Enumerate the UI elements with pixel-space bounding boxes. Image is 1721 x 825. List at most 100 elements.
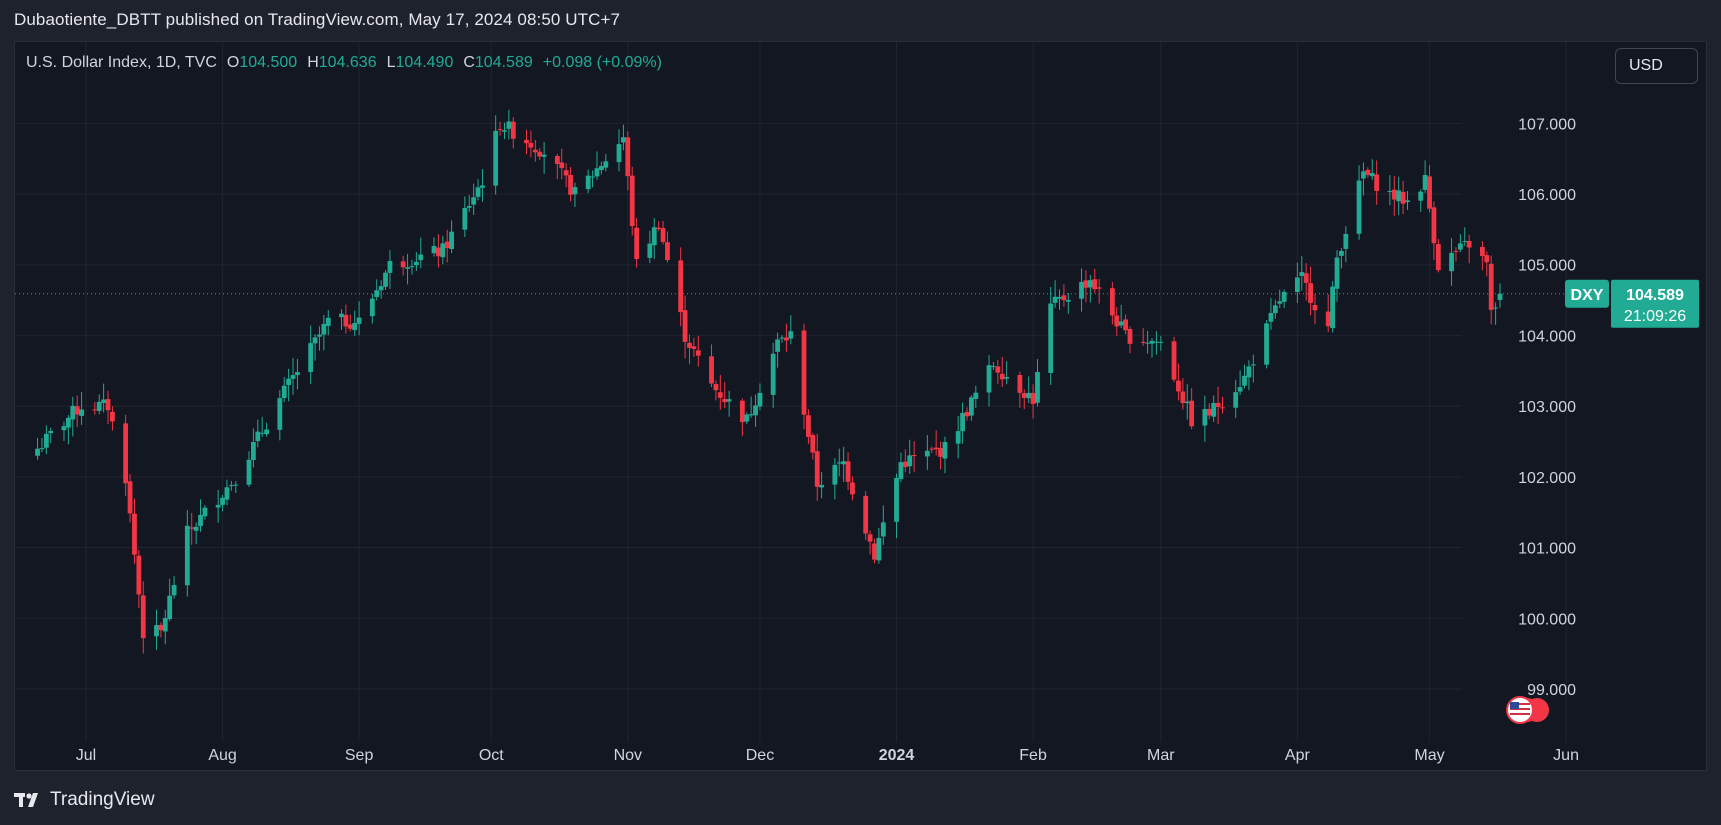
candle[interactable] xyxy=(189,512,195,545)
candle[interactable] xyxy=(744,412,750,424)
candle[interactable] xyxy=(35,437,40,460)
candle[interactable] xyxy=(198,499,203,532)
candle[interactable] xyxy=(969,395,974,421)
candle[interactable] xyxy=(79,392,84,425)
candle[interactable] xyxy=(70,396,76,437)
candle[interactable] xyxy=(110,406,115,431)
candle[interactable] xyxy=(1449,238,1454,286)
candle[interactable] xyxy=(1109,282,1115,325)
candle[interactable] xyxy=(233,481,239,494)
candle[interactable] xyxy=(405,253,410,285)
candle[interactable] xyxy=(986,355,992,407)
candle[interactable] xyxy=(814,433,820,501)
candle[interactable] xyxy=(1140,328,1146,346)
candle[interactable] xyxy=(158,622,164,638)
candle[interactable] xyxy=(1145,330,1151,354)
candle[interactable] xyxy=(1017,371,1023,408)
candle[interactable] xyxy=(39,438,45,453)
candle[interactable] xyxy=(1154,331,1159,355)
candle[interactable] xyxy=(1220,396,1225,414)
candle[interactable] xyxy=(942,436,948,474)
candle[interactable] xyxy=(1127,326,1133,354)
candle[interactable] xyxy=(1237,370,1243,396)
candle[interactable] xyxy=(1087,275,1093,303)
candle[interactable] xyxy=(1418,189,1424,212)
candle[interactable] xyxy=(1435,238,1441,273)
candle[interactable] xyxy=(277,390,283,441)
candle[interactable] xyxy=(43,425,49,455)
candle[interactable] xyxy=(629,166,635,236)
candle[interactable] xyxy=(1171,336,1177,383)
candle[interactable] xyxy=(1299,256,1305,291)
candle[interactable] xyxy=(656,221,662,232)
candle[interactable] xyxy=(999,356,1005,387)
candle[interactable] xyxy=(1065,293,1071,314)
candle[interactable] xyxy=(528,130,534,158)
candle[interactable] xyxy=(757,383,763,411)
candle[interactable] xyxy=(1092,268,1098,293)
candle[interactable] xyxy=(836,448,842,477)
currency-button[interactable]: USD xyxy=(1615,48,1698,84)
candle[interactable] xyxy=(806,409,811,444)
candle[interactable] xyxy=(418,237,424,269)
candle[interactable] xyxy=(1176,363,1181,401)
candle[interactable] xyxy=(444,229,450,263)
candle[interactable] xyxy=(1365,167,1371,178)
candle[interactable] xyxy=(563,163,569,188)
candle[interactable] xyxy=(1180,378,1186,410)
candle[interactable] xyxy=(1396,176,1402,215)
candle[interactable] xyxy=(466,195,472,212)
candle[interactable] xyxy=(352,310,358,336)
candle[interactable] xyxy=(502,122,507,140)
candle[interactable] xyxy=(290,357,296,395)
candle[interactable] xyxy=(184,510,190,597)
candle[interactable] xyxy=(1004,361,1010,385)
candle[interactable] xyxy=(140,581,146,654)
candle[interactable] xyxy=(779,335,785,343)
candle[interactable] xyxy=(1391,176,1397,216)
candle[interactable] xyxy=(1369,159,1375,180)
candle[interactable] xyxy=(783,323,789,352)
candle[interactable] xyxy=(480,168,485,202)
price-tag[interactable] xyxy=(1611,279,1699,328)
candle[interactable] xyxy=(1374,160,1380,205)
candle[interactable] xyxy=(788,315,794,345)
candle[interactable] xyxy=(286,368,292,402)
candle[interactable] xyxy=(1118,304,1124,329)
candle[interactable] xyxy=(572,182,578,208)
candle[interactable] xyxy=(1189,388,1195,430)
candle[interactable] xyxy=(1211,395,1217,422)
candle[interactable] xyxy=(215,489,221,523)
candle[interactable] xyxy=(1330,281,1336,333)
candle[interactable] xyxy=(894,473,899,539)
candle[interactable] xyxy=(92,402,98,415)
candle[interactable] xyxy=(995,360,1001,384)
candle[interactable] xyxy=(325,309,331,336)
candle[interactable] xyxy=(1021,389,1027,410)
candle[interactable] xyxy=(880,505,886,545)
candle[interactable] xyxy=(1497,283,1503,308)
candle[interactable] xyxy=(1114,306,1120,336)
candle[interactable] xyxy=(924,435,930,470)
candle[interactable] xyxy=(127,474,133,523)
candle[interactable] xyxy=(801,323,807,430)
candle[interactable] xyxy=(537,148,543,160)
candle[interactable] xyxy=(1242,364,1247,389)
candle[interactable] xyxy=(524,129,529,155)
candle[interactable] xyxy=(1057,289,1062,310)
candle[interactable] xyxy=(933,430,939,456)
candle[interactable] xyxy=(136,549,142,609)
candle[interactable] xyxy=(343,304,349,334)
candle[interactable] xyxy=(308,325,314,384)
candle[interactable] xyxy=(1457,234,1463,253)
candle[interactable] xyxy=(1184,384,1190,420)
candle[interactable] xyxy=(1400,180,1406,215)
candle[interactable] xyxy=(876,527,882,564)
candle[interactable] xyxy=(1281,289,1287,309)
candle[interactable] xyxy=(682,295,688,359)
candle[interactable] xyxy=(431,237,437,257)
candle[interactable] xyxy=(929,446,935,454)
candle[interactable] xyxy=(317,326,322,351)
candle[interactable] xyxy=(1202,395,1208,442)
